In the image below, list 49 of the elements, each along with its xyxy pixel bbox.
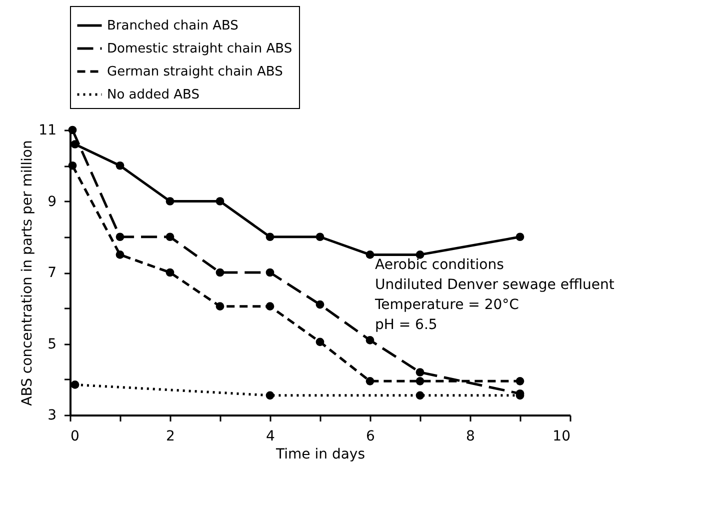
point [166, 197, 174, 206]
y-tick-label: 3 [48, 408, 56, 424]
point [166, 268, 174, 277]
point [366, 376, 374, 386]
point [516, 232, 524, 242]
point [68, 161, 77, 170]
point [70, 380, 80, 389]
annotation: Aerobic conditions [375, 257, 504, 273]
point [266, 232, 274, 242]
y-axis-title: ABS concentration in parts per million [20, 140, 36, 406]
point [366, 336, 374, 344]
point [216, 302, 224, 311]
legend-label: No added ABS [107, 88, 200, 102]
x-tick-label: 0 [70, 428, 80, 444]
point [116, 250, 124, 259]
x-tick-label: 2 [166, 428, 175, 444]
annotation: pH = 6.5 [375, 317, 438, 333]
point [366, 250, 374, 259]
point [266, 302, 274, 311]
point [266, 391, 274, 400]
legend-label: Domestic straight chain ABS [107, 42, 292, 56]
point [416, 368, 424, 376]
x-tick-label: 10 [552, 428, 570, 444]
point [266, 268, 274, 277]
annotation: Temperature = 20°C [374, 297, 520, 313]
legend-label: Branched chain ABS [107, 18, 238, 34]
point [68, 126, 77, 134]
legend-label: German straight chain ABS [107, 64, 283, 80]
x-tick-label: 6 [366, 428, 376, 444]
point [216, 268, 224, 277]
annotation: Undiluted Denver sewage effluent [375, 277, 615, 293]
point [516, 376, 524, 386]
point [416, 391, 424, 400]
point [316, 338, 324, 346]
point [316, 232, 324, 242]
point [116, 232, 124, 242]
y-tick-label: 7 [48, 265, 56, 281]
x-tick-label: 4 [266, 428, 276, 444]
point [416, 376, 424, 386]
point [166, 232, 174, 242]
point [116, 161, 124, 170]
x-tick-label: 8 [466, 428, 475, 444]
y-tick-label: 9 [48, 194, 56, 210]
point [216, 197, 224, 206]
y-tick-label: 11 [38, 122, 56, 138]
point [316, 300, 324, 309]
x-axis-title: Time in days [275, 446, 365, 462]
y-tick-label: 5 [48, 336, 56, 352]
point [70, 140, 80, 148]
